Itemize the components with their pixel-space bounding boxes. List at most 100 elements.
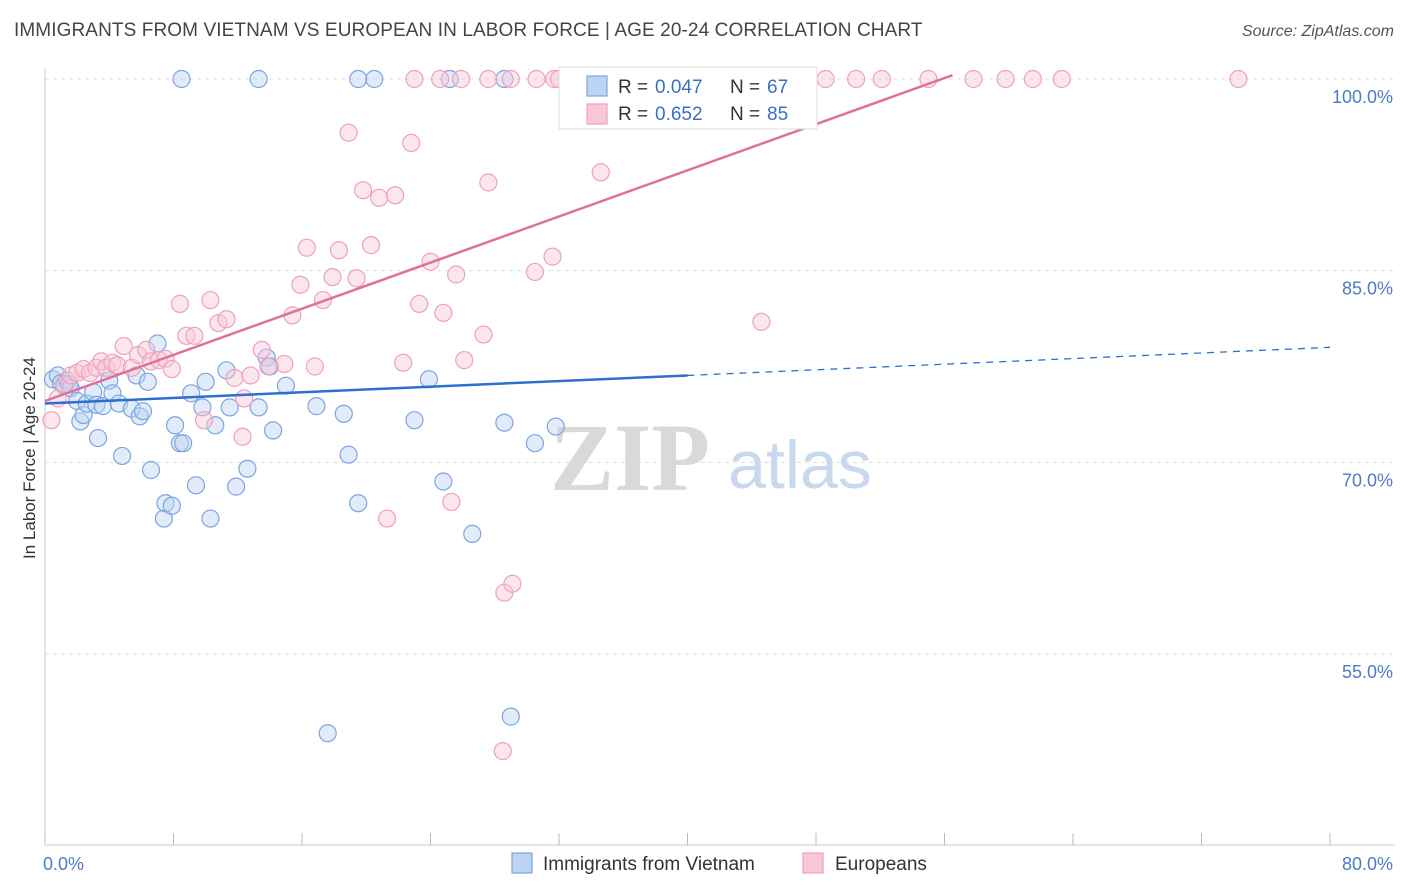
scatter-point bbox=[185, 326, 204, 345]
scatter-point bbox=[329, 241, 349, 260]
scatter-point bbox=[847, 69, 866, 89]
scatter-point bbox=[186, 476, 206, 495]
y-tick-label: 55.0% bbox=[1342, 662, 1393, 682]
x-tick-labels: 0.0% 80.0% bbox=[43, 854, 1393, 874]
scatter-point bbox=[275, 354, 294, 374]
scatter-point bbox=[1052, 69, 1071, 89]
scatter-point bbox=[546, 417, 565, 436]
scatter-point bbox=[227, 477, 246, 496]
scatter-point bbox=[133, 402, 153, 421]
scatter-point bbox=[241, 366, 260, 385]
scatter-point bbox=[323, 267, 342, 287]
legend-n-label-vietnam: N = bbox=[730, 77, 760, 98]
scatter-point bbox=[88, 428, 108, 448]
scatter-point bbox=[503, 574, 522, 593]
scatter-point bbox=[405, 69, 424, 89]
scatter-point bbox=[196, 372, 215, 391]
scatter-point bbox=[339, 445, 358, 464]
scatter-point bbox=[495, 413, 514, 432]
scatter-point bbox=[103, 353, 122, 372]
bottom-legend-swatch-vietnam bbox=[511, 852, 533, 874]
scatter-point bbox=[334, 404, 353, 423]
legend-r-label-europeans: R = bbox=[618, 104, 648, 125]
legend-r-label-vietnam: R = bbox=[618, 77, 648, 98]
chart-source: Source: ZipAtlas.com bbox=[1241, 23, 1394, 40]
scatter-point bbox=[141, 460, 161, 480]
scatter-point bbox=[365, 69, 384, 89]
legend-r-value-vietnam: 0.047 bbox=[655, 77, 703, 98]
scatter-point bbox=[182, 384, 201, 403]
correlation-legend: R = 0.047 N = 67 R = 0.652 N = 85 bbox=[558, 66, 818, 130]
scatter-point bbox=[442, 492, 461, 512]
trend-line-vietnam-extension bbox=[687, 346, 1331, 377]
scatter-point bbox=[206, 416, 225, 435]
scatter-point bbox=[386, 186, 405, 205]
bottom-legend-label-vietnam: Immigrants from Vietnam bbox=[543, 854, 755, 875]
scatter-point bbox=[217, 310, 236, 329]
scatter-point bbox=[872, 69, 891, 89]
watermark-zip: ZIP bbox=[550, 404, 710, 511]
scatter-point bbox=[291, 275, 310, 294]
scatter-point bbox=[591, 163, 610, 182]
scatter-point bbox=[174, 434, 193, 453]
scatter-point bbox=[259, 357, 278, 376]
scatter-point bbox=[405, 411, 424, 430]
scatter-point bbox=[1023, 69, 1042, 89]
legend-n-label-europeans: N = bbox=[730, 104, 760, 125]
scatter-point bbox=[201, 290, 220, 310]
scatter-point bbox=[378, 509, 397, 528]
scatter-point bbox=[752, 312, 771, 331]
scatter-point bbox=[447, 265, 466, 284]
scatter-point bbox=[431, 69, 450, 89]
scatter-point bbox=[525, 434, 545, 453]
watermark: ZIP atlas bbox=[550, 404, 872, 511]
axes bbox=[44, 68, 1395, 846]
scatter-point bbox=[263, 421, 283, 440]
scatter-point bbox=[479, 69, 498, 89]
y-axis-label: In Labor Force | Age 20-24 bbox=[20, 357, 39, 559]
scatter-point bbox=[162, 496, 181, 515]
scatter-point bbox=[74, 405, 93, 425]
x-tick-label-min: 0.0% bbox=[43, 854, 84, 874]
scatter-point bbox=[138, 372, 157, 391]
scatter-point bbox=[463, 524, 482, 543]
scatter-point bbox=[479, 173, 498, 192]
scatter-point bbox=[474, 325, 493, 344]
scatter-point bbox=[249, 69, 268, 89]
scatter-point bbox=[137, 340, 156, 359]
scatter-point bbox=[220, 398, 239, 417]
scatter-point bbox=[305, 357, 324, 376]
scatter-point bbox=[527, 69, 546, 89]
scatter-point bbox=[349, 69, 368, 89]
x-tick-label-max: 80.0% bbox=[1342, 854, 1393, 874]
scatter-point bbox=[349, 494, 368, 513]
legend-swatch-vietnam bbox=[586, 75, 608, 97]
scatter-point bbox=[419, 370, 438, 389]
scatter-point bbox=[543, 247, 562, 266]
scatter-point bbox=[964, 69, 983, 89]
scatter-point bbox=[410, 294, 429, 313]
scatter-point bbox=[451, 69, 471, 89]
scatter-point bbox=[238, 459, 257, 478]
scatter-point bbox=[525, 262, 545, 282]
scatter-point bbox=[402, 133, 421, 152]
scatter-point bbox=[370, 188, 389, 207]
scatter-point bbox=[1229, 69, 1248, 89]
scatter-point bbox=[170, 294, 190, 313]
scatter-point bbox=[493, 742, 512, 761]
series-europeans-points bbox=[42, 69, 1248, 761]
scatter-point bbox=[42, 411, 61, 430]
scatter-point bbox=[252, 340, 271, 359]
scatter-point bbox=[201, 509, 220, 528]
scatter-point bbox=[194, 411, 214, 430]
scatter-point bbox=[353, 181, 373, 200]
scatter-point bbox=[172, 69, 191, 89]
watermark-atlas: atlas bbox=[728, 427, 872, 503]
scatter-point bbox=[162, 359, 181, 379]
scatter-point bbox=[816, 69, 835, 89]
gridlines bbox=[45, 78, 1395, 655]
scatter-point bbox=[235, 389, 254, 408]
series-vietnam-points bbox=[43, 69, 565, 743]
scatter-point bbox=[434, 472, 453, 491]
